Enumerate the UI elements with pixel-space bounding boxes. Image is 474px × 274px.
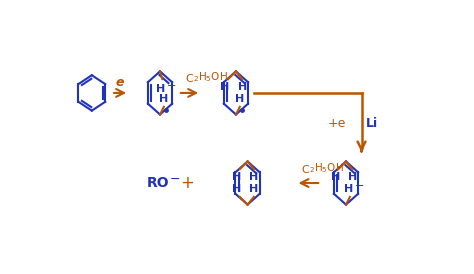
Text: H: H [345, 184, 354, 194]
Text: H: H [235, 94, 245, 104]
Text: $_2$H$_5$OH: $_2$H$_5$OH [192, 71, 228, 84]
Text: H: H [232, 184, 241, 194]
Text: −: − [169, 173, 180, 186]
Text: H: H [330, 172, 340, 182]
Text: $_2$H$_5$OH: $_2$H$_5$OH [309, 161, 344, 175]
Text: +: + [180, 174, 194, 192]
Text: −: − [355, 181, 364, 192]
Text: H: H [347, 172, 357, 182]
Text: H: H [159, 94, 168, 104]
Text: Li: Li [366, 117, 378, 130]
Text: H: H [232, 172, 241, 182]
Text: C: C [186, 75, 193, 84]
Text: H: H [220, 82, 230, 92]
Text: H: H [156, 84, 165, 94]
Text: e: e [116, 76, 124, 89]
Text: H: H [249, 184, 258, 194]
Text: C: C [302, 165, 310, 175]
Text: +e: +e [328, 117, 346, 130]
Text: H: H [249, 172, 258, 182]
Text: RO: RO [147, 176, 170, 190]
Text: H: H [237, 82, 247, 92]
Text: −: − [167, 81, 176, 91]
